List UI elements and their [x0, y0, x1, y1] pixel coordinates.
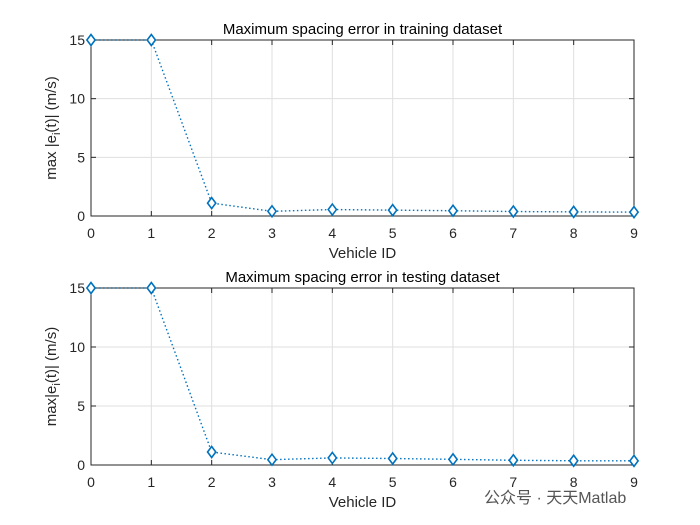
data-point-marker	[508, 204, 519, 219]
x-tick-label: 1	[147, 474, 155, 490]
x-tick-label: 0	[87, 225, 95, 241]
data-point-marker	[206, 196, 217, 210]
axes-frame	[90, 287, 635, 466]
data-point-marker	[508, 453, 519, 468]
x-tick-label: 9	[630, 225, 638, 241]
axes-frame	[90, 39, 635, 217]
data-point-marker	[327, 451, 338, 465]
x-tick-label: 4	[328, 225, 336, 241]
data-point-marker	[266, 204, 278, 219]
data-point-marker	[327, 202, 338, 217]
y-axis-label: max|ei(t)| (m/s)	[43, 327, 63, 426]
x-tick-label: 2	[208, 225, 216, 241]
data-point-marker	[85, 281, 97, 295]
data-point-marker	[568, 453, 579, 468]
data-point-marker	[387, 203, 398, 217]
x-tick-label: 3	[268, 474, 276, 490]
y-axis-label: max |ei(t)| (m/s)	[43, 76, 63, 180]
x-tick-label: 3	[268, 225, 276, 241]
data-point-marker	[568, 205, 579, 219]
x-tick-label: 9	[630, 474, 638, 490]
data-point-marker	[146, 33, 157, 47]
x-axis-label: Vehicle ID	[329, 494, 397, 511]
x-axis-label: Vehicle ID	[329, 245, 397, 262]
x-tick-label: 8	[570, 474, 578, 490]
plot-area	[91, 288, 634, 465]
y-tick-label: 10	[69, 91, 85, 107]
data-point-marker	[266, 452, 278, 467]
x-tick-label: 4	[328, 474, 336, 490]
x-tick-label: 2	[208, 474, 216, 490]
watermark: 公众号 · 天天Matlab	[484, 490, 627, 507]
chart-1: 0 1 2 3 4 5 6 7 8 9 0 5 10 15 Maximum spacing error in…	[43, 21, 640, 262]
data-point-marker	[387, 451, 398, 466]
y-tick-label: 5	[77, 149, 85, 165]
y-tick-label: 5	[77, 398, 85, 414]
x-tick-label: 6	[449, 225, 457, 241]
chart-title: Maximum spacing error in testing dataset	[225, 269, 500, 286]
plot-area	[91, 40, 634, 216]
y-tick-label: 0	[77, 208, 85, 224]
data-point-marker	[628, 454, 640, 468]
x-tick-label: 5	[389, 474, 397, 490]
y-tick-label: 15	[69, 280, 85, 296]
x-tick-label: 5	[389, 225, 397, 241]
chart-2: 0 1 2 3 4 5 6 7 8 9 0 5 10 15 Maximum spacing error in…	[43, 269, 640, 511]
x-tick-label: 0	[87, 474, 95, 490]
data-point-marker	[447, 452, 459, 467]
data-point-marker	[447, 203, 459, 218]
data-point-marker	[146, 281, 157, 295]
y-tick-label: 15	[69, 32, 85, 48]
data-point-marker	[85, 33, 97, 47]
y-tick-label: 0	[77, 457, 85, 473]
data-point-marker	[206, 445, 217, 459]
chart-title: Maximum spacing error in training datase…	[223, 21, 503, 38]
x-tick-label: 7	[509, 225, 517, 241]
x-tick-label: 7	[509, 474, 517, 490]
x-tick-label: 1	[147, 225, 155, 241]
x-tick-label: 6	[449, 474, 457, 490]
data-point-marker	[628, 205, 640, 219]
y-tick-label: 10	[69, 339, 85, 355]
x-tick-label: 8	[570, 225, 578, 241]
